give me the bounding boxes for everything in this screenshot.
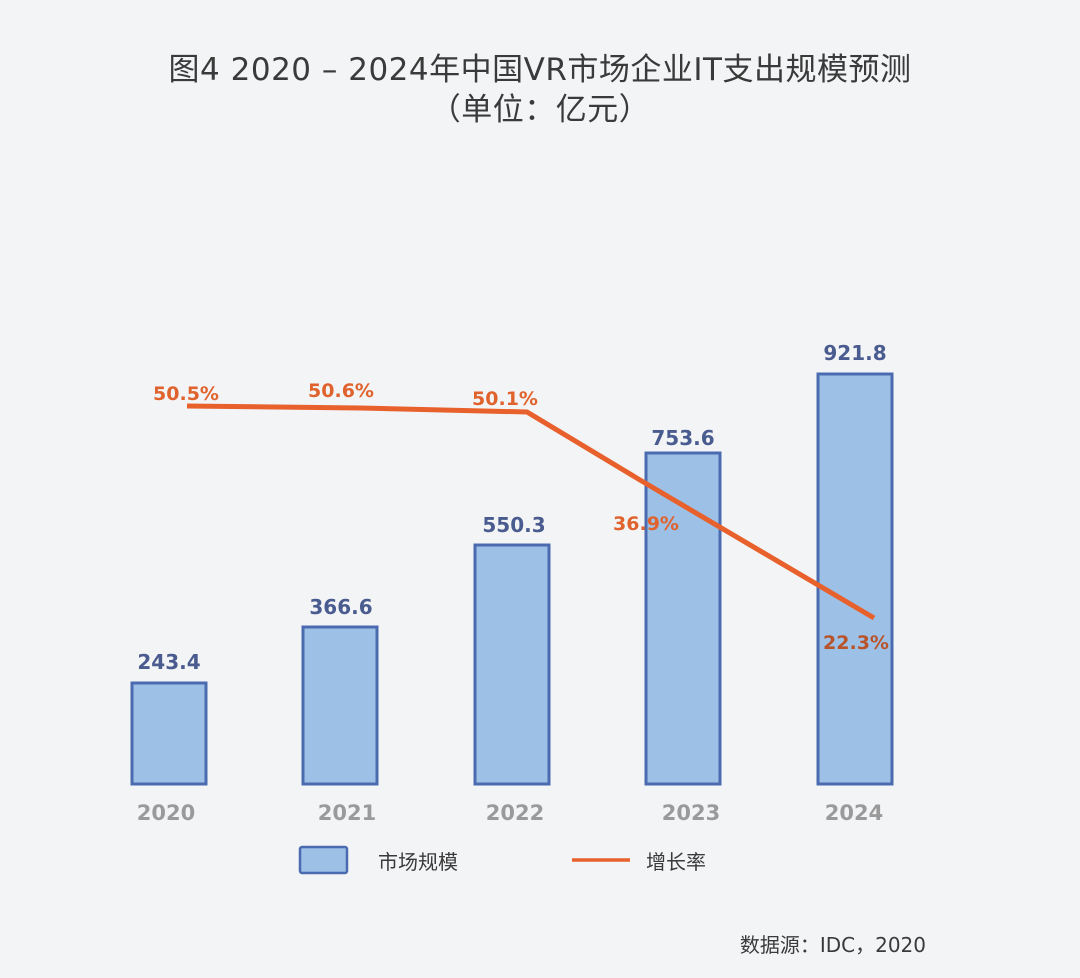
bar-2022 [473,543,551,786]
rate-value-2021: 50.6% [308,380,374,402]
chart-title: 图4 2020 – 2024年中国VR市场企业IT支出规模预测 [168,52,912,88]
x-tick-2022: 2022 [486,801,544,825]
legend-bar-swatch [298,845,349,875]
x-tick-2020: 2020 [137,801,195,825]
x-tick-2023: 2023 [662,801,720,825]
legend-bar-label: 市场规模 [378,850,458,874]
x-tick-2024: 2024 [825,801,883,825]
bar-value-2021: 366.6 [309,595,372,619]
legend: 市场规模 增长率 [298,845,706,875]
rate-value-2024: 22.3% [823,632,889,654]
bar-value-2020: 243.4 [137,650,200,674]
bar-value-2024: 921.8 [823,341,886,365]
data-source-note: 数据源：IDC，2020 [740,933,926,957]
x-tick-2021: 2021 [318,801,376,825]
rate-value-2022: 50.1% [472,388,538,410]
bar-2021 [301,625,379,786]
rate-value-2023: 36.9% [613,513,679,535]
bar-2024 [816,372,894,786]
bar-value-2022: 550.3 [482,513,545,537]
bar-value-2023: 753.6 [651,426,714,450]
line-series-growth-rate [186,403,876,621]
bar-2020 [130,681,208,786]
legend-line-label: 增长率 [646,850,706,874]
bar-series-market-size [130,372,894,786]
rate-value-2020: 50.5% [153,383,219,405]
chart-subtitle-unit: （单位：亿元） [429,92,651,128]
